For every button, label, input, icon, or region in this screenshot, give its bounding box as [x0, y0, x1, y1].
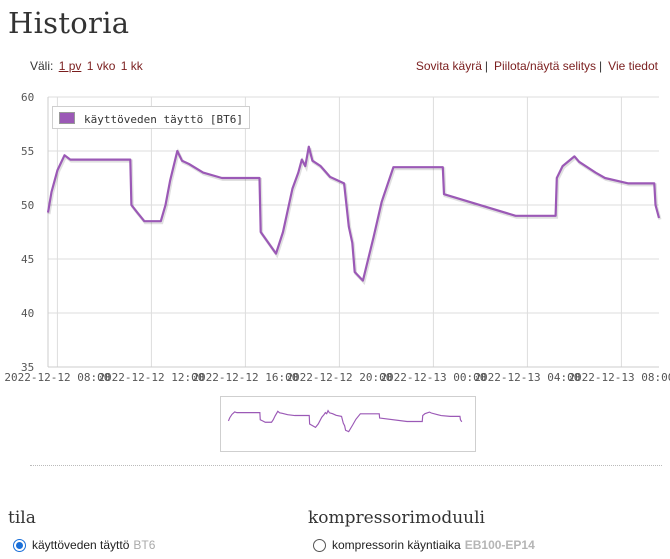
x-tick-label: 2022-12-13 00:00 [380, 371, 486, 384]
chart-legend[interactable]: käyttöveden täyttö [BT6] [52, 106, 250, 129]
range-option-1-week[interactable]: 1 vko [86, 59, 116, 73]
x-tick-label: 2022-12-12 20:00 [286, 371, 392, 384]
y-tick-label: 60 [21, 91, 34, 104]
option-code: EB100-EP14 [464, 538, 535, 552]
x-tick-label: 2022-12-13 08:00 [568, 371, 670, 384]
y-tick-label: 45 [21, 253, 34, 266]
chart-series [46, 145, 662, 286]
x-tick-label: 2022-12-12 16:00 [192, 371, 298, 384]
y-tick-label: 35 [21, 361, 34, 374]
action-separator: | [599, 59, 603, 73]
chart-grid [47, 96, 659, 368]
x-tick-label: 2022-12-13 04:00 [474, 371, 580, 384]
export-data-link[interactable]: Vie tiedot [608, 59, 658, 73]
y-tick-label: 50 [21, 199, 34, 212]
range-option-1-day[interactable]: 1 pv [58, 59, 82, 73]
series-line [46, 145, 661, 282]
toggle-legend-link[interactable]: Piilota/näytä selitys [494, 59, 597, 73]
option-kompressorin-kayntiaika[interactable]: kompressorin käyntiaika EB100-EP14 [313, 538, 535, 552]
option-kayttoveden-taytto[interactable]: käyttöveden täyttö BT6 [13, 538, 155, 552]
radio-selected-icon[interactable] [13, 538, 26, 552]
section-divider [30, 465, 662, 466]
y-tick-label: 40 [21, 307, 34, 320]
overview-chart[interactable] [220, 396, 476, 452]
legend-label: käyttöveden täyttö [BT6] [84, 112, 243, 126]
range-label: Väli: [30, 59, 54, 73]
range-option-1-month[interactable]: 1 kk [120, 59, 143, 73]
chart-actions: Sovita käyrä | Piilota/näytä selitys | Vie t… [416, 59, 658, 73]
section-title-kompressorimoduuli: kompressorimoduuli [308, 508, 485, 528]
y-tick-label: 55 [21, 145, 34, 158]
x-tick-label: 2022-12-12 12:00 [98, 371, 204, 384]
fit-curve-link[interactable]: Sovita käyrä [415, 59, 482, 73]
y-axis: 35 40 45 50 55 60 [21, 91, 34, 374]
option-label: käyttöveden täyttö [32, 538, 130, 552]
radio-unselected-icon[interactable] [313, 538, 326, 552]
action-separator: | [484, 59, 488, 73]
range-selector: Väli: 1 pv 1 vko 1 kk [30, 59, 145, 73]
overview-series-line [227, 409, 463, 433]
option-label: kompressorin käyntiaika [332, 538, 461, 552]
section-title-tila: tila [8, 508, 36, 528]
legend-swatch [59, 112, 75, 124]
x-tick-label: 2022-12-12 08:00 [4, 371, 110, 384]
option-code: BT6 [133, 538, 156, 552]
page-title: Historia [8, 6, 130, 40]
